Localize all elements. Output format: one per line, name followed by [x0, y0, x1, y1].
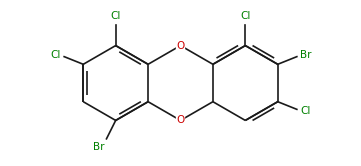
Text: Cl: Cl — [50, 50, 61, 60]
Text: O: O — [177, 41, 184, 51]
Text: Br: Br — [300, 50, 312, 60]
Text: Br: Br — [93, 142, 105, 152]
Text: Cl: Cl — [110, 11, 121, 21]
Text: Cl: Cl — [300, 106, 311, 116]
Text: Cl: Cl — [240, 11, 251, 21]
Text: O: O — [177, 115, 184, 125]
